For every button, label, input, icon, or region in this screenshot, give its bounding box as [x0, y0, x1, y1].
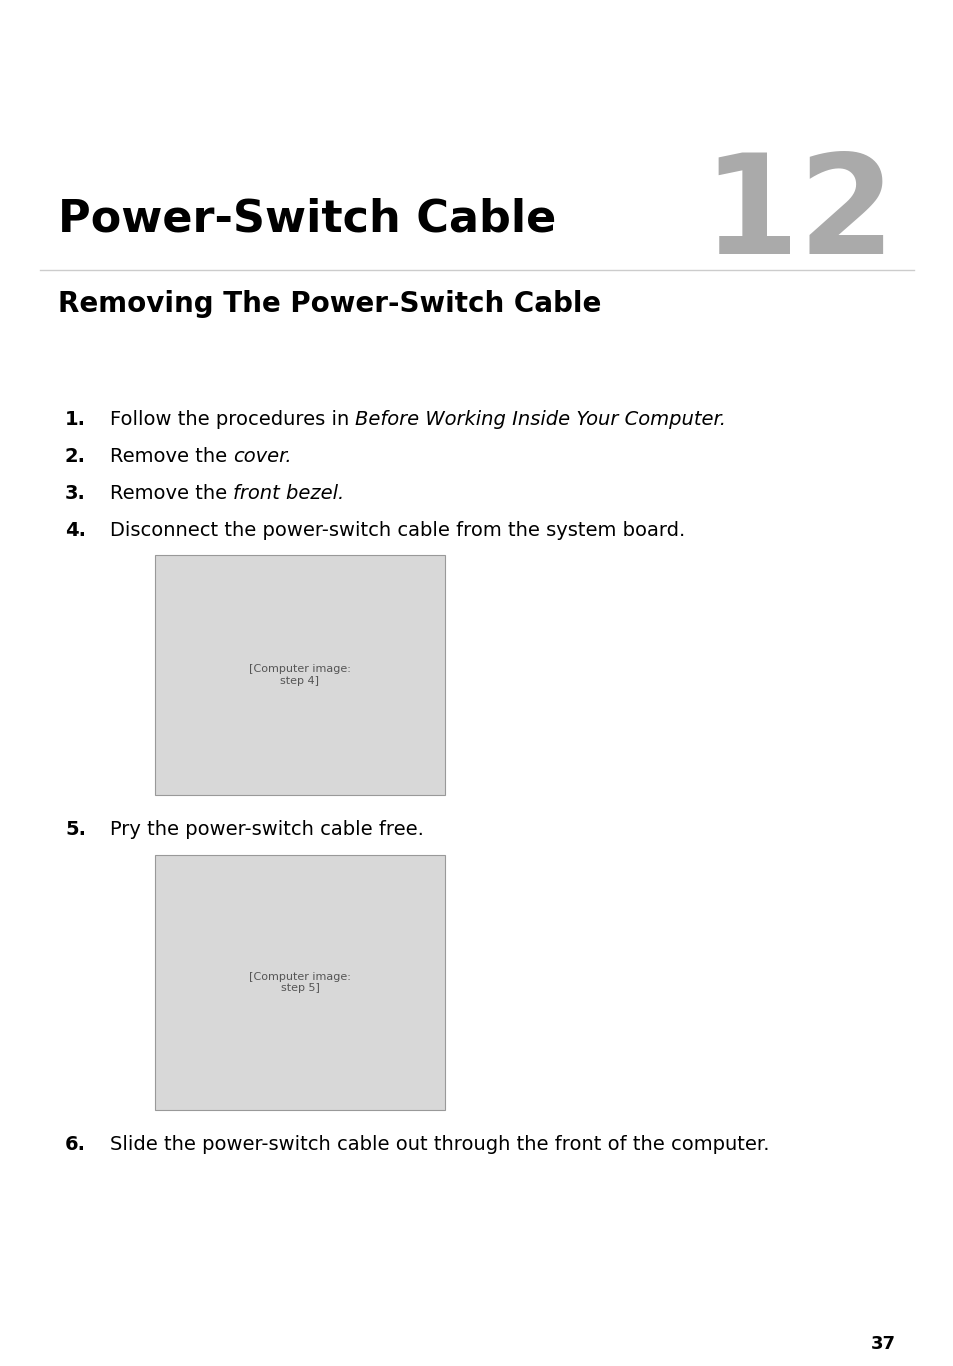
Text: 2.: 2.: [65, 447, 86, 466]
Bar: [154, 555, 444, 795]
Text: Slide the power-switch cable out through the front of the computer.: Slide the power-switch cable out through…: [110, 1135, 769, 1154]
Text: 37: 37: [870, 1335, 895, 1352]
Text: front bezel.: front bezel.: [233, 484, 344, 503]
Text: Remove the: Remove the: [110, 484, 233, 503]
Text: 1.: 1.: [65, 410, 86, 429]
Text: 12: 12: [702, 148, 895, 283]
Text: 3.: 3.: [65, 484, 86, 503]
Text: cover.: cover.: [233, 447, 292, 466]
Text: [Computer image:
step 5]: [Computer image: step 5]: [249, 971, 351, 993]
Text: Remove the: Remove the: [110, 447, 233, 466]
Text: 4.: 4.: [65, 520, 86, 540]
Text: Pry the power-switch cable free.: Pry the power-switch cable free.: [110, 820, 423, 839]
Text: Removing The Power-Switch Cable: Removing The Power-Switch Cable: [58, 290, 600, 318]
Text: 5.: 5.: [65, 820, 86, 839]
Text: Disconnect the power-switch cable from the system board.: Disconnect the power-switch cable from t…: [110, 520, 684, 540]
Text: [Computer image:
step 4]: [Computer image: step 4]: [249, 664, 351, 686]
Text: Before Working Inside Your Computer.: Before Working Inside Your Computer.: [355, 410, 726, 429]
Bar: [154, 855, 444, 1111]
Text: Power-Switch Cable: Power-Switch Cable: [58, 198, 556, 240]
Text: 6.: 6.: [65, 1135, 86, 1154]
Text: Follow the procedures in: Follow the procedures in: [110, 410, 355, 429]
